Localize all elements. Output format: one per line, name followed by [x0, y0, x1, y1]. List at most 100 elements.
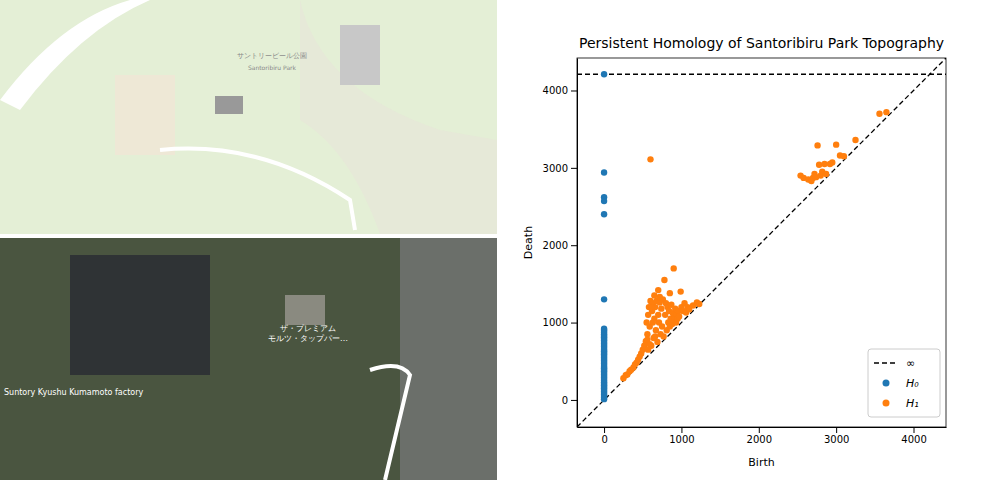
- y-tick-mark: [571, 168, 577, 169]
- x-tick-label: 3000: [824, 434, 849, 445]
- y-tick-mark: [571, 400, 577, 401]
- point: [601, 211, 607, 217]
- point: [833, 141, 839, 147]
- point: [696, 301, 702, 307]
- map-label: サントリービール公園: [237, 52, 307, 60]
- y-tick-label: 4000: [543, 85, 568, 96]
- map-building: [215, 96, 243, 114]
- y-tick: 4000: [543, 85, 577, 96]
- point: [876, 110, 882, 116]
- x-tick: 4000: [901, 427, 926, 445]
- series-points: [620, 109, 889, 382]
- map-area: [115, 75, 175, 155]
- map-panels: サントリービール公園 Santoribiru Park ザ・プレミアムモルツ・タップ…: [0, 0, 497, 480]
- x-tick: 1000: [669, 427, 694, 445]
- map-path: [160, 149, 355, 230]
- map-label: ザ・プレミアム: [280, 324, 336, 333]
- point: [647, 156, 653, 162]
- point: [650, 319, 656, 325]
- y-tick: 1000: [543, 317, 577, 328]
- satellite-map: [0, 238, 497, 480]
- infinity-line: [577, 74, 946, 75]
- point: [670, 265, 676, 271]
- legend-swatch: [883, 400, 890, 407]
- map-label: Suntory Kyushu Kumamoto factory: [4, 388, 143, 397]
- x-tick: 2000: [747, 427, 772, 445]
- y-tick: 2000: [543, 240, 577, 251]
- point: [601, 169, 607, 175]
- point: [601, 296, 607, 302]
- point: [677, 288, 683, 294]
- point: [651, 292, 657, 298]
- y-tick: 3000: [543, 163, 577, 174]
- legend-box: [868, 349, 940, 417]
- point: [601, 198, 607, 204]
- point: [647, 341, 653, 347]
- plot-area: [577, 58, 946, 427]
- map-label: Santoribiru Park: [248, 64, 297, 71]
- map-label: モルツ・タップパー…: [268, 334, 348, 343]
- y-tick-label: 3000: [543, 163, 568, 174]
- point: [601, 396, 607, 402]
- point: [883, 109, 889, 115]
- y-axis-line: [577, 59, 578, 428]
- solar-panels: [70, 255, 210, 375]
- x-tick-mark: [604, 427, 605, 433]
- legend-label: ∞: [906, 357, 915, 370]
- map-building: [285, 295, 325, 325]
- point: [676, 313, 682, 319]
- point: [657, 294, 663, 300]
- x-tick: 3000: [824, 427, 849, 445]
- x-tick-label: 1000: [669, 434, 694, 445]
- point: [652, 333, 658, 339]
- point: [816, 162, 822, 168]
- y-axis-title: Death: [522, 226, 535, 259]
- x-tick-mark: [759, 427, 760, 433]
- legend-label: H₀: [906, 377, 919, 390]
- point: [829, 159, 835, 165]
- point: [841, 153, 847, 159]
- y-tick-mark: [571, 323, 577, 324]
- y-tick-mark: [571, 90, 577, 91]
- y-tick-label: 0: [562, 395, 568, 406]
- legend-label: H₁: [906, 397, 919, 410]
- y-axis: 0 1000 2000 3000 4000: [543, 59, 578, 428]
- x-tick-mark: [681, 427, 682, 433]
- point: [852, 137, 858, 143]
- legend-swatch: [874, 362, 898, 363]
- point: [645, 346, 651, 352]
- point: [814, 142, 820, 148]
- map-area: [300, 0, 497, 234]
- point: [658, 305, 664, 311]
- x-tick-mark: [914, 427, 915, 433]
- y-tick-label: 1000: [543, 317, 568, 328]
- diagonal-line: [577, 58, 946, 427]
- x-tick-label: 0: [601, 434, 607, 445]
- x-axis-title: Birth: [748, 456, 774, 469]
- y-tick-mark: [571, 245, 577, 246]
- x-tick-mark: [836, 427, 837, 433]
- map-path: [370, 366, 410, 480]
- x-axis-line: [578, 427, 947, 428]
- y-tick-label: 2000: [543, 240, 568, 251]
- figure: サントリービール公園 Santoribiru Park ザ・プレミアムモルツ・タップ…: [0, 0, 1000, 480]
- point: [655, 312, 661, 318]
- legend: ∞ H₀ H₁: [868, 349, 940, 417]
- point: [667, 290, 673, 296]
- plot-frame: [577, 58, 946, 427]
- street-map: [0, 0, 497, 234]
- series-points: [601, 71, 607, 402]
- x-tick-label: 2000: [747, 434, 772, 445]
- chart-title: Persistent Homology of Santoribiru Park …: [579, 35, 944, 51]
- x-tick: 0: [601, 427, 607, 445]
- point: [823, 171, 829, 177]
- x-tick-label: 4000: [901, 434, 926, 445]
- point: [601, 71, 607, 77]
- satellite-road: [400, 238, 497, 480]
- x-axis: 0 1000 2000 3000 4000: [578, 427, 947, 445]
- legend-swatch: [883, 380, 890, 387]
- point: [660, 333, 666, 339]
- point: [661, 277, 667, 283]
- point: [648, 304, 654, 310]
- map-building: [340, 25, 380, 85]
